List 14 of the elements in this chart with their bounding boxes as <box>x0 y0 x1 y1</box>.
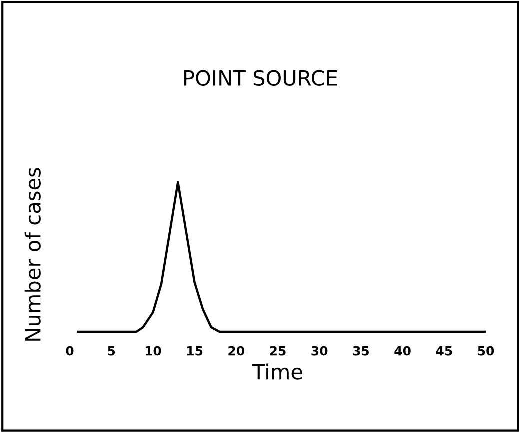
x-tick-label: 50 <box>478 346 494 356</box>
y-axis-title: Number of cases <box>24 168 41 341</box>
x-tick-label: 35 <box>353 346 370 356</box>
x-tick-label: 10 <box>146 346 162 356</box>
x-tick-label: 20 <box>228 346 244 356</box>
x-tick-label: 30 <box>312 346 328 356</box>
x-tick-label: 5 <box>108 346 116 356</box>
chart-title: POINT SOURCE <box>184 70 338 86</box>
x-tick-label: 40 <box>394 346 411 356</box>
x-tick-label: 45 <box>436 346 452 356</box>
x-tick-label: 25 <box>270 346 286 356</box>
x-axis-title: Time <box>252 364 302 380</box>
x-tick-label: 15 <box>188 346 203 356</box>
x-tick-label: 0 <box>66 346 74 356</box>
